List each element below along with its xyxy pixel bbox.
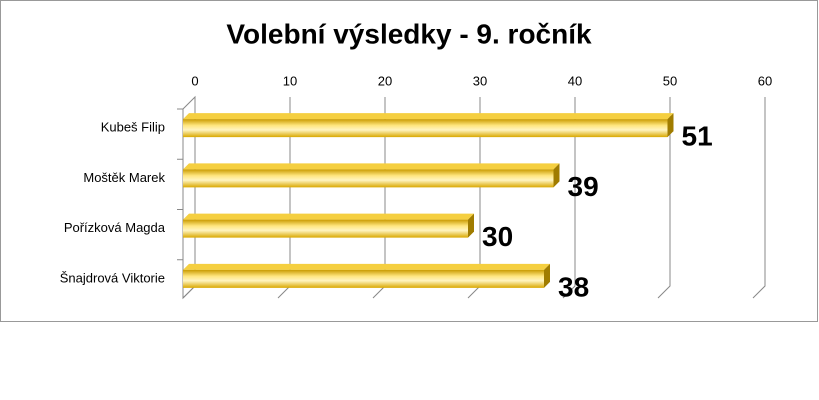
- x-tick-label: 50: [663, 73, 677, 88]
- x-tick-label: 60: [758, 73, 772, 88]
- grid-line: [657, 97, 671, 299]
- y-tick-label: Šnajdrová Viktorie: [60, 270, 165, 285]
- bar-face: [183, 169, 554, 188]
- bar-face: [183, 219, 468, 238]
- bar: [183, 213, 474, 238]
- bar-side: [667, 113, 674, 138]
- y-tick-label: Pořízková Magda: [64, 220, 166, 235]
- x-tick-label: 20: [378, 73, 392, 88]
- data-label: 30: [482, 221, 513, 252]
- bar-face: [183, 269, 544, 288]
- bar-top: [183, 163, 560, 170]
- bar: [183, 263, 550, 288]
- bar: [183, 163, 560, 188]
- x-tick-label: 40: [568, 73, 582, 88]
- bar-face: [183, 119, 668, 138]
- bar-side: [544, 263, 550, 288]
- bar: [183, 113, 674, 138]
- bar-top: [183, 113, 674, 120]
- x-tick-label: 0: [191, 73, 198, 88]
- bar-side: [468, 213, 474, 238]
- x-tick-label: 10: [283, 73, 297, 88]
- grid-line: [752, 97, 766, 299]
- y-tick-label: Kubeš Filip: [101, 120, 165, 135]
- grid-line: [562, 97, 576, 299]
- y-tick-label: Moštěk Marek: [83, 170, 165, 185]
- bar-side: [553, 163, 560, 188]
- x-tick-label: 30: [473, 73, 487, 88]
- bar-top: [183, 213, 474, 220]
- data-label: 51: [682, 121, 713, 152]
- bar-top: [183, 263, 550, 270]
- data-label: 38: [558, 271, 589, 302]
- data-label: 39: [568, 171, 599, 202]
- chart-title: Volební výsledky - 9. ročník: [226, 18, 592, 49]
